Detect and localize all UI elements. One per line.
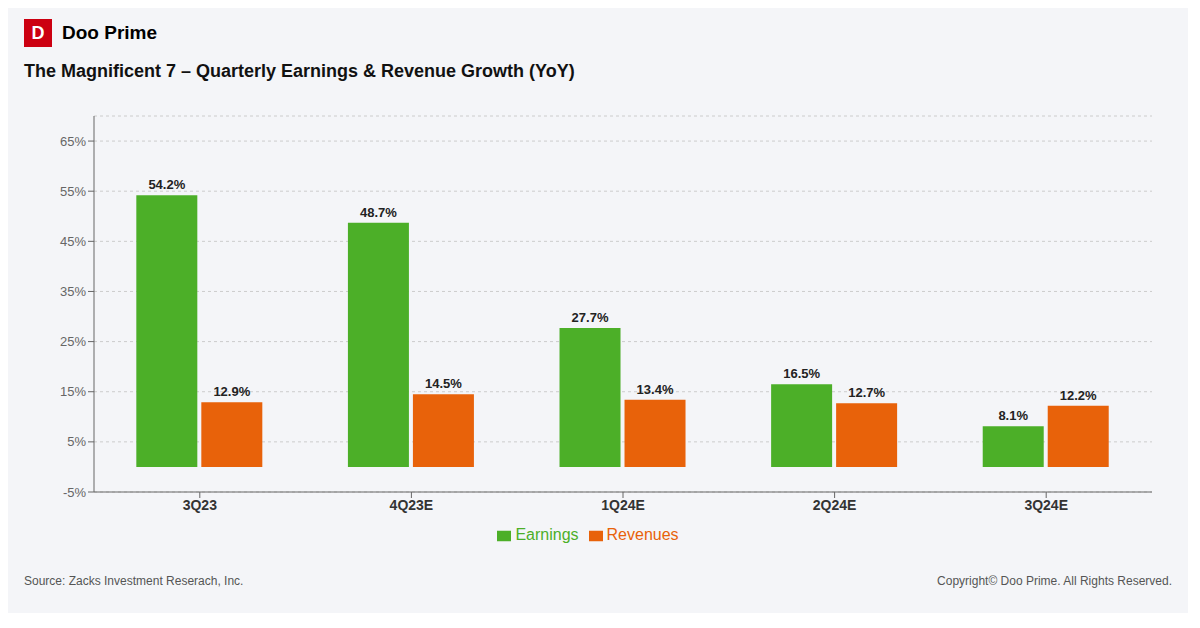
svg-text:12.7%: 12.7% [848,385,885,400]
svg-text:16.5%: 16.5% [783,366,820,381]
svg-text:14.5%: 14.5% [425,376,462,391]
svg-text:8.1%: 8.1% [998,408,1028,423]
html-text:Copyright© Doo Prime. All Righ: Copyright© Doo Prime. All Rights Reserve… [937,574,1172,588]
html-text:The Magnificent 7 – Quarterly: The Magnificent 7 – Quarterly Earnings &… [24,61,575,81]
html-text:Source: Zacks Investment Reser: Source: Zacks Investment Reserach, Inc. [24,574,244,588]
svg-text:25%: 25% [60,334,86,349]
svg-text:12.2%: 12.2% [1060,388,1097,403]
html-text:Revenues: Revenues [606,526,679,543]
svg-text:54.2%: 54.2% [148,177,185,192]
html-text:Earnings: Earnings [515,526,579,543]
svg-text:55%: 55% [60,184,86,199]
svg-text:3Q23: 3Q23 [183,497,217,513]
svg-text:27.7%: 27.7% [572,310,609,325]
svg-text:2Q24E: 2Q24E [813,497,857,513]
svg-text:4Q23E: 4Q23E [390,497,434,513]
svg-text:48.7%: 48.7% [360,205,397,220]
svg-text:-5%: -5% [63,485,87,500]
svg-text:12.9%: 12.9% [213,384,250,399]
html-text:D: D [31,22,45,43]
svg-text:5%: 5% [67,434,86,449]
svg-text:13.4%: 13.4% [637,382,674,397]
svg-text:45%: 45% [60,234,86,249]
svg-text:3Q24E: 3Q24E [1024,497,1068,513]
svg-text:65%: 65% [60,134,86,149]
svg-text:35%: 35% [60,284,86,299]
svg-text:15%: 15% [60,384,86,399]
svg-text:1Q24E: 1Q24E [601,497,645,513]
html-text:Doo Prime: Doo Prime [62,22,157,43]
